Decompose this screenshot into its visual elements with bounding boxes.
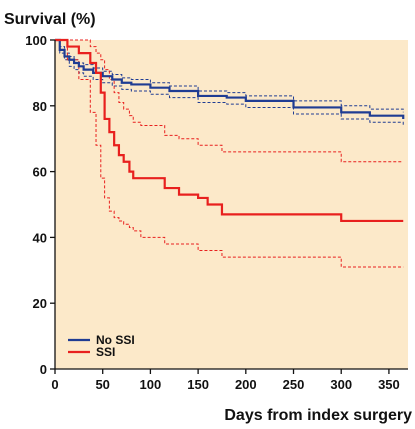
legend-label-no-ssi: No SSI (96, 333, 135, 347)
ssi-survival-line (55, 38, 404, 223)
y-tick-label: 80 (33, 99, 47, 114)
x-tick-label: 150 (187, 377, 209, 392)
no-ssi-ci-lower-line (55, 39, 404, 126)
x-tick-label: 0 (51, 377, 58, 392)
y-tick-label: 20 (33, 296, 47, 311)
ssi-ci-lower-line (55, 39, 404, 268)
x-tick-label: 250 (283, 377, 305, 392)
y-tick-label: 40 (33, 230, 47, 245)
x-axis-title: Days from index surgery (224, 407, 412, 424)
ssi-ci-upper-line (55, 39, 404, 163)
x-tick-label: 350 (378, 377, 400, 392)
no-ssi-survival-line (55, 38, 405, 119)
no-ssi-ci-upper-line (55, 39, 404, 113)
y-axis-title: Survival (%) (4, 11, 96, 28)
y-tick-label: 0 (40, 362, 47, 377)
x-tick-label: 100 (140, 377, 162, 392)
plot-area (55, 40, 408, 369)
confidence-bands (55, 39, 404, 268)
x-tick-label: 300 (330, 377, 352, 392)
y-tick-label: 100 (25, 33, 47, 48)
x-tick-label: 50 (95, 377, 109, 392)
axes: 0 20 40 60 80 100 0 50 100 150 200 250 300 350 (25, 33, 408, 392)
y-tick-label: 60 (33, 165, 47, 180)
legend-label-ssi: SSI (96, 345, 115, 359)
x-tick-label: 200 (235, 377, 257, 392)
survival-lines (55, 38, 405, 223)
